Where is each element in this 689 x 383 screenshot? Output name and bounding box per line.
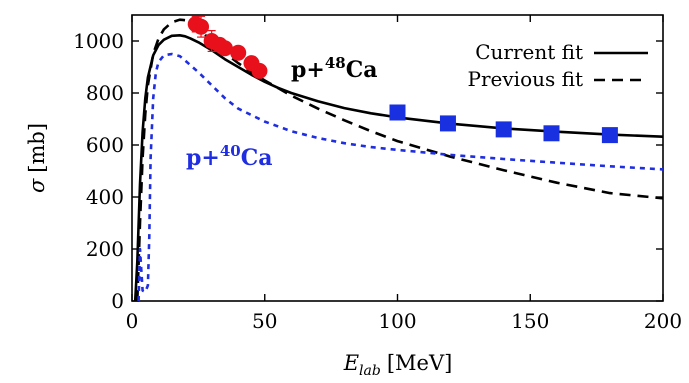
data-point-square bbox=[389, 104, 406, 121]
y-tick-label: 200 bbox=[86, 237, 124, 261]
annotation-p48ca: p+48Ca bbox=[291, 54, 377, 83]
x-tick-label: 200 bbox=[644, 309, 682, 333]
y-axis-title: σ[mb] bbox=[25, 123, 49, 193]
y-tick-label: 0 bbox=[111, 289, 124, 313]
x-tick-label: 50 bbox=[252, 309, 277, 333]
y-tick-label: 600 bbox=[86, 133, 124, 157]
y-tick-label: 800 bbox=[86, 81, 124, 105]
data-point-circle bbox=[230, 44, 247, 61]
x-tick-label: 150 bbox=[511, 309, 549, 333]
data-point-circle bbox=[193, 18, 210, 35]
curves bbox=[133, 18, 663, 301]
data-point-square bbox=[495, 121, 512, 138]
x-tick-label: 0 bbox=[126, 309, 139, 333]
axis-ticks: 0 50 100 150 200 0 200 400 600 800 1000 bbox=[73, 15, 682, 333]
data-point-square bbox=[601, 127, 618, 144]
series-line-dotted bbox=[137, 52, 663, 301]
y-tick-label: 1000 bbox=[73, 29, 124, 53]
data-point-square bbox=[439, 115, 456, 132]
legend-label-previous-fit: Previous fit bbox=[468, 67, 583, 91]
legend: Current fit Previous fit bbox=[468, 40, 648, 91]
data-point-square bbox=[543, 125, 560, 142]
legend-label-current-fit: Current fit bbox=[475, 40, 583, 64]
data-point-circle bbox=[216, 40, 233, 57]
x-tick-label: 100 bbox=[378, 309, 416, 333]
data-point-circle bbox=[251, 62, 268, 79]
y-tick-label: 400 bbox=[86, 185, 124, 209]
data-points bbox=[187, 15, 618, 144]
x-axis-title: Elab [MeV] bbox=[343, 351, 453, 379]
annotation-p40ca: p+40Ca bbox=[186, 142, 272, 171]
